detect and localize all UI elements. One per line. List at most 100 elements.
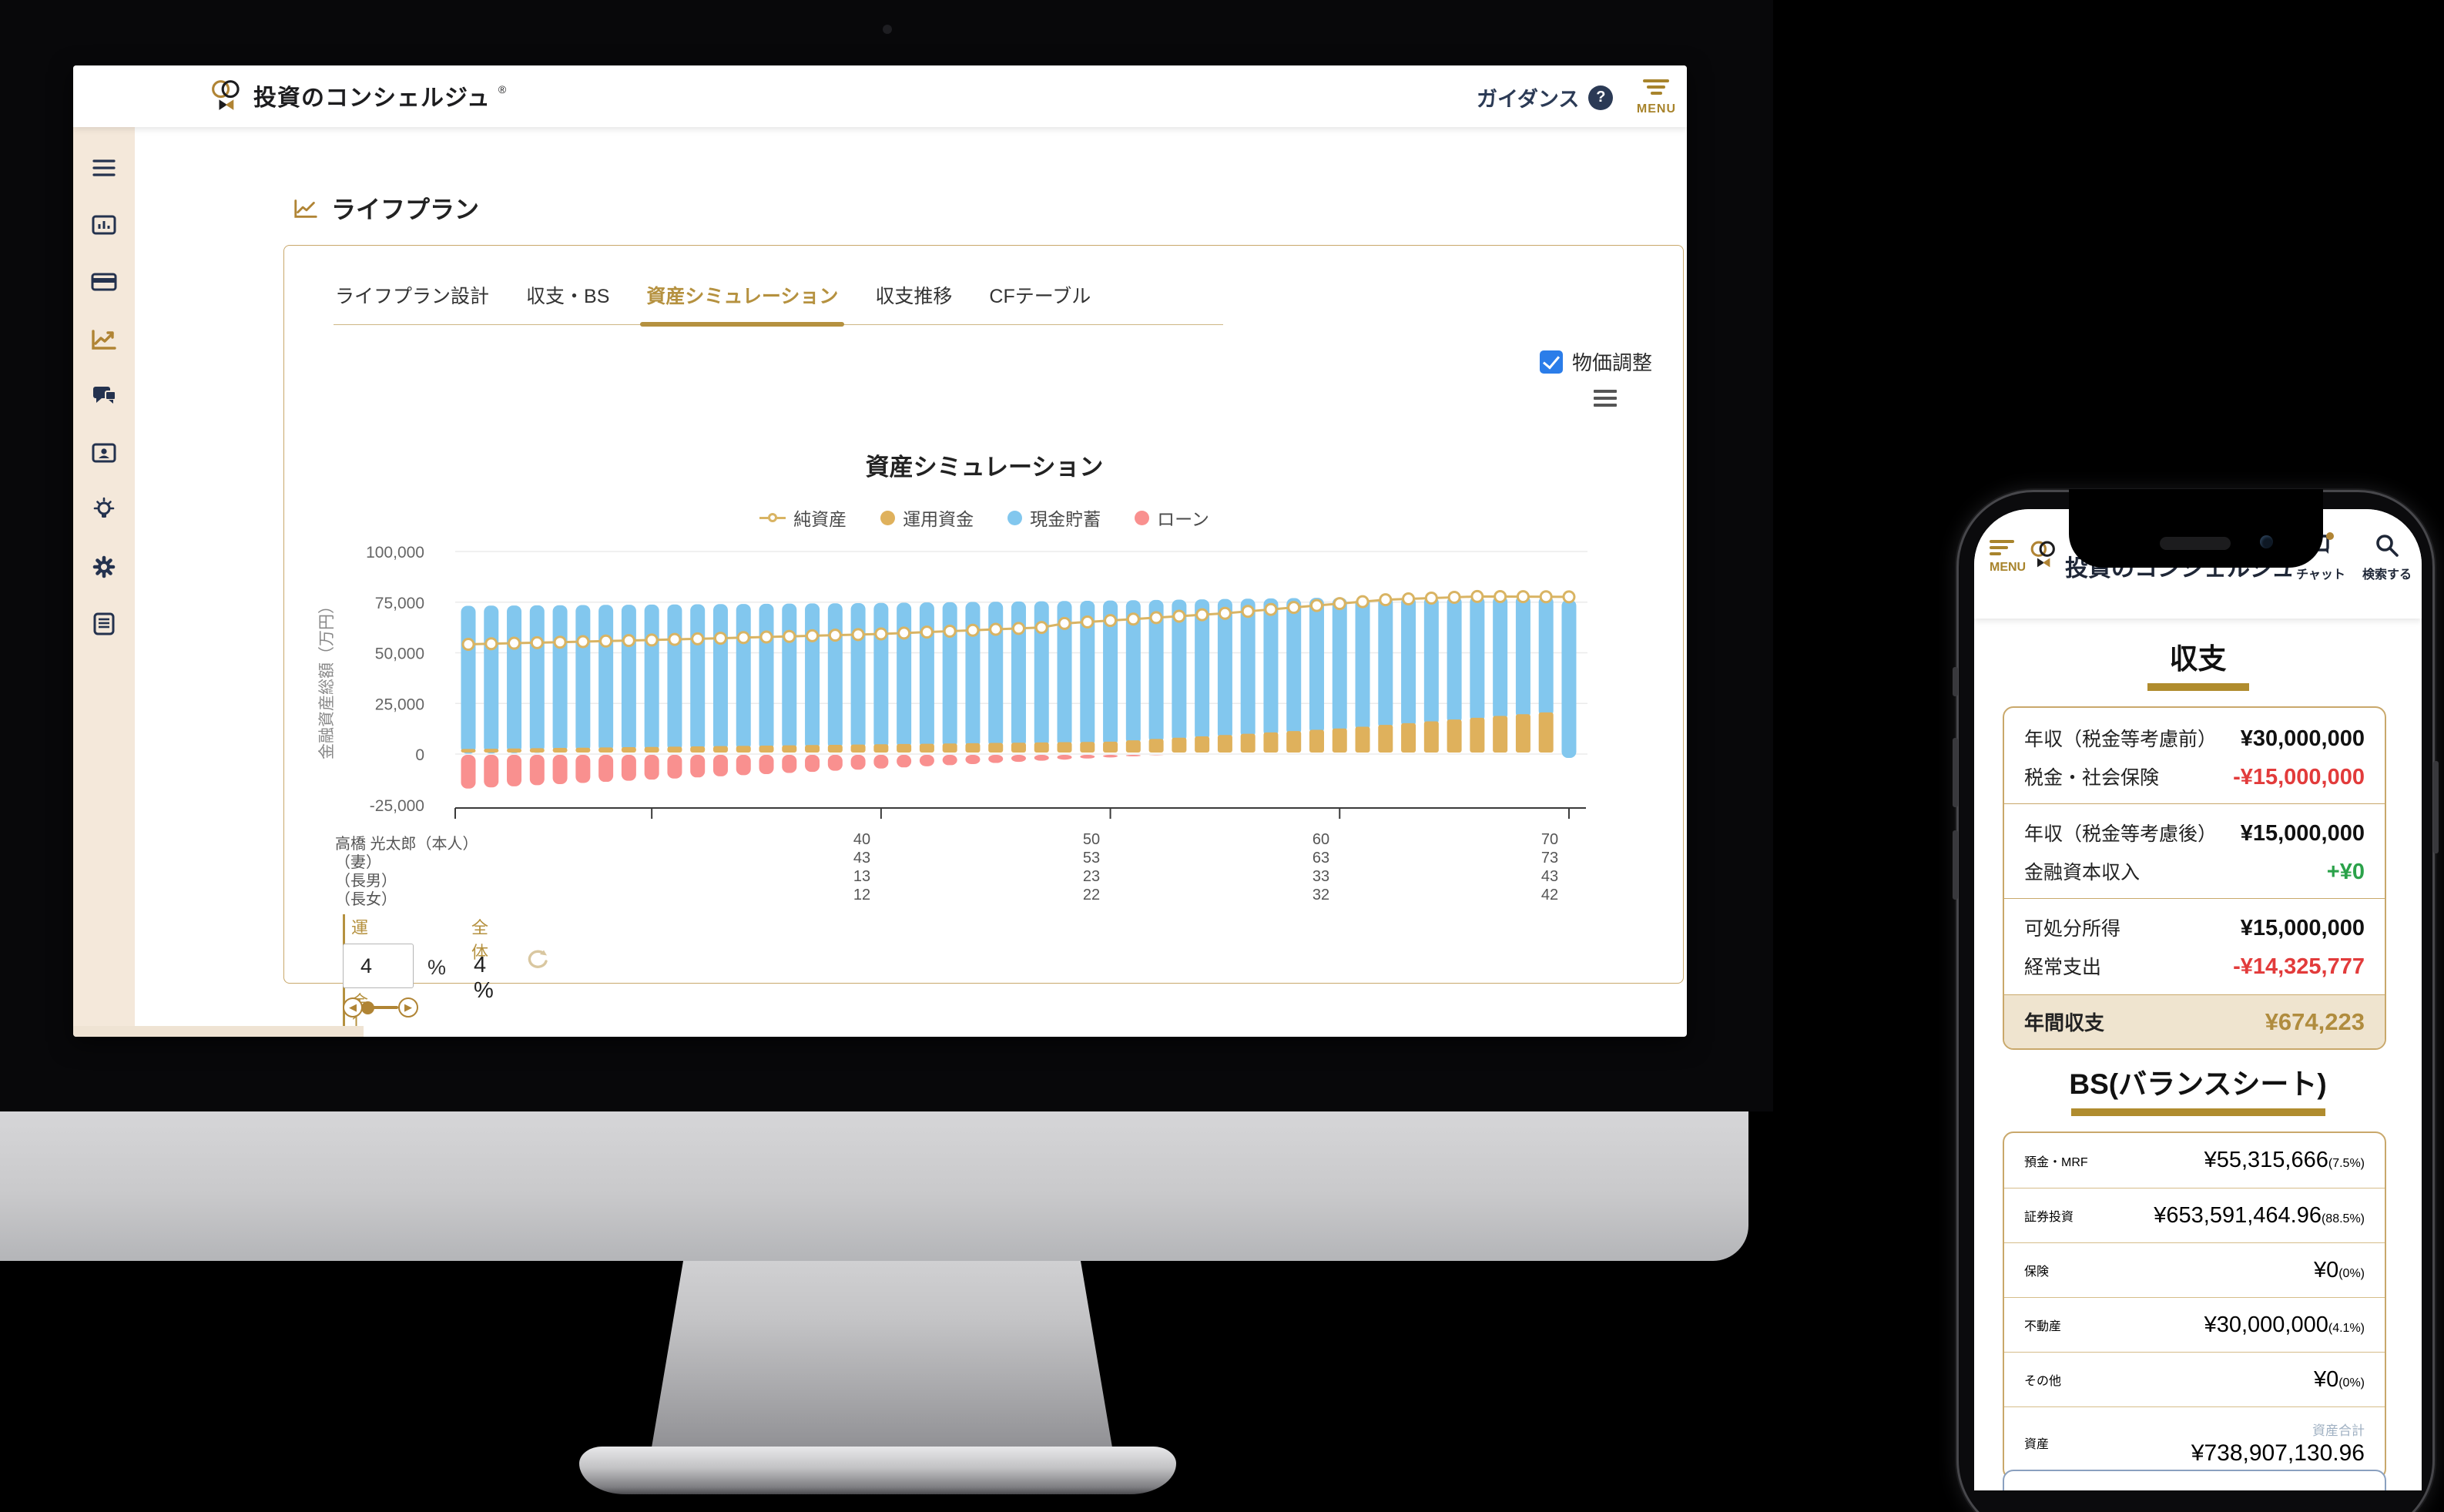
- guidance-label: ガイダンス: [1477, 88, 1580, 111]
- phone-speaker: [2159, 537, 2231, 550]
- bs-row: 証券投資 ¥653,591,464.96(88.5%): [2004, 1188, 2385, 1242]
- phone-brand-logo-icon[interactable]: [2030, 538, 2060, 575]
- phone-mockup: MENU 投資のコンシェルジュ チャット 検索する 収支: [1953, 489, 2439, 1512]
- income-row: 税金・社会保険 -¥15,000,000: [2024, 765, 2365, 790]
- bs-total-row: 資産 資産合計 ¥738,907,130.96: [2004, 1406, 2385, 1478]
- income-row: 年収（税金等考慮前） ¥30,000,000: [2024, 726, 2365, 751]
- bs-title-underline: [2070, 1108, 2325, 1116]
- registered-mark: ®: [498, 83, 507, 96]
- bs-section-title: BS(バランスシート): [2069, 1068, 2327, 1100]
- imac-stand-base: [579, 1447, 1176, 1494]
- phone-menu-icon: [1990, 537, 2026, 558]
- phone-menu-button[interactable]: MENU: [1990, 537, 2026, 575]
- price-adjust-checkbox[interactable]: [1540, 350, 1563, 374]
- income-summary-card: 年収（税金等考慮前） ¥30,000,000 税金・社会保険 -¥15,000,…: [2003, 706, 2386, 1050]
- income-section-title: 収支: [2169, 643, 2227, 675]
- loan-dot-marker: [1135, 510, 1150, 525]
- phone-search-label: 検索する: [2362, 568, 2412, 582]
- guidance-button[interactable]: ガイダンス ?: [1477, 82, 1614, 112]
- family-member-label: （妻）: [335, 854, 381, 871]
- legend-label: ローン: [1157, 509, 1209, 529]
- legend-loan[interactable]: ローン: [1135, 505, 1209, 531]
- svg-text:100,000: 100,000: [366, 544, 424, 562]
- family-member-label: （長女）: [335, 891, 397, 908]
- legend-label: 純資産: [793, 509, 847, 529]
- overall-label: 全体: [471, 918, 489, 962]
- menu-label: MENU: [1636, 102, 1676, 116]
- sidebar: [73, 127, 135, 1026]
- price-adjust-control[interactable]: 物価調整: [1540, 347, 1652, 376]
- page-title-chart-icon: [294, 199, 317, 218]
- imac-webcam: [883, 25, 892, 34]
- income-title-underline: [2147, 683, 2249, 691]
- fund-dot-marker: [880, 510, 896, 525]
- sidebar-card-icon[interactable]: [89, 267, 119, 297]
- tab-asset-simulation[interactable]: 資産シミュレーション: [640, 273, 845, 327]
- sidebar-dashboard-icon[interactable]: [89, 210, 119, 240]
- sidebar-profile-icon[interactable]: [89, 438, 119, 468]
- tab-bar: ライフプラン設計 収支・BS 資産シミュレーション 収支推移 CFテーブル: [334, 273, 1223, 327]
- percent-sign: %: [427, 956, 447, 979]
- asset-total-caption: 資産合計: [2312, 1423, 2365, 1438]
- sidebar-menu-icon[interactable]: [89, 153, 119, 183]
- tab-income-trend[interactable]: 収支推移: [875, 286, 953, 307]
- legend-fund[interactable]: 運用資金: [880, 505, 974, 531]
- tab-lifeplan-design[interactable]: ライフプラン設計: [335, 286, 490, 307]
- slider-track: [363, 1006, 398, 1009]
- family-member-label: （長男）: [335, 873, 397, 890]
- sidebar-footer-strip: [73, 1026, 364, 1037]
- bs-row: 不動産 ¥30,000,000(4.1%): [2004, 1297, 2385, 1352]
- income-row: 可処分所得 ¥15,000,000: [2024, 916, 2365, 940]
- sidebar-report-icon[interactable]: [89, 609, 119, 639]
- next-section-card: [2003, 1470, 2386, 1490]
- app-logo[interactable]: 投資のコンシェルジュ ®: [210, 78, 506, 113]
- family-member-label: 高橋 光太郎（本人）: [335, 836, 478, 853]
- svg-text:75,000: 75,000: [375, 595, 424, 612]
- asset-simulation-chart[interactable]: 100,000 75,000 50,000 25,000 0 -25,000 金融資産総額（…: [309, 540, 1618, 821]
- brand-logo-icon: [212, 80, 240, 110]
- sidebar-idea-icon[interactable]: [89, 495, 119, 525]
- svg-text:25,000: 25,000: [375, 696, 424, 713]
- chart-menu-icon[interactable]: [1594, 386, 1617, 411]
- income-row: 金融資本収入 +¥0: [2024, 860, 2365, 884]
- sidebar-settings-icon[interactable]: [89, 552, 119, 582]
- help-question-icon[interactable]: ?: [1588, 85, 1614, 110]
- legend-label: 運用資金: [903, 509, 974, 529]
- slider-decrease-button[interactable]: ◀: [343, 997, 363, 1017]
- slider-knob[interactable]: [361, 1001, 374, 1014]
- overall-rate-value: 4 %: [474, 953, 494, 1003]
- divider: [2004, 898, 2385, 899]
- app-header: 投資のコンシェルジュ ® ガイダンス ? MENU: [73, 65, 1687, 127]
- fund-rate-slider[interactable]: ◀ ▶: [343, 997, 418, 1017]
- phone-mute-button: [1953, 667, 1958, 696]
- phone-front-camera: [2259, 535, 2273, 548]
- bs-row: 預金・MRF ¥55,315,666(7.5%): [2024, 1148, 2365, 1172]
- phone-screen: MENU 投資のコンシェルジュ チャット 検索する 収支: [1974, 509, 2422, 1490]
- phone-volume-up-button: [1953, 738, 1958, 807]
- app-logo-text: 投資のコンシェルジュ: [253, 85, 491, 111]
- sidebar-lifeplan-icon[interactable]: [89, 324, 119, 354]
- price-adjust-label: 物価調整: [1572, 351, 1653, 374]
- phone-search-button[interactable]: 検索する: [2358, 532, 2416, 582]
- phone-chat-label: チャット: [2296, 568, 2345, 582]
- legend-net-assets[interactable]: 純資産: [759, 505, 847, 531]
- page-title: ライフプラン: [331, 196, 480, 223]
- svg-text:50,000: 50,000: [375, 645, 424, 663]
- tab-cf-table[interactable]: CFテーブル: [989, 286, 1091, 307]
- sidebar-chat-icon[interactable]: [89, 381, 119, 411]
- phone-power-button: [2433, 761, 2439, 853]
- svg-text:金融資産総額（万円）: 金融資産総額（万円）: [318, 598, 336, 759]
- reset-rate-icon[interactable]: [525, 948, 551, 977]
- chart-title: 資産シミュレーション: [865, 454, 1104, 481]
- tab-income-bs[interactable]: 収支・BS: [526, 286, 610, 307]
- income-row: 年収（税金等考慮後） ¥15,000,000: [2024, 821, 2365, 846]
- imac-chin: [0, 1111, 1748, 1261]
- menu-button[interactable]: MENU: [1637, 76, 1676, 116]
- imac-stand-neck: [651, 1261, 1113, 1452]
- fund-rate-input[interactable]: [343, 944, 414, 988]
- legend-cash[interactable]: 現金貯蓄: [1007, 505, 1101, 531]
- legend-label: 現金貯蓄: [1030, 509, 1101, 529]
- slider-increase-button[interactable]: ▶: [398, 997, 418, 1017]
- search-icon: [2376, 535, 2399, 557]
